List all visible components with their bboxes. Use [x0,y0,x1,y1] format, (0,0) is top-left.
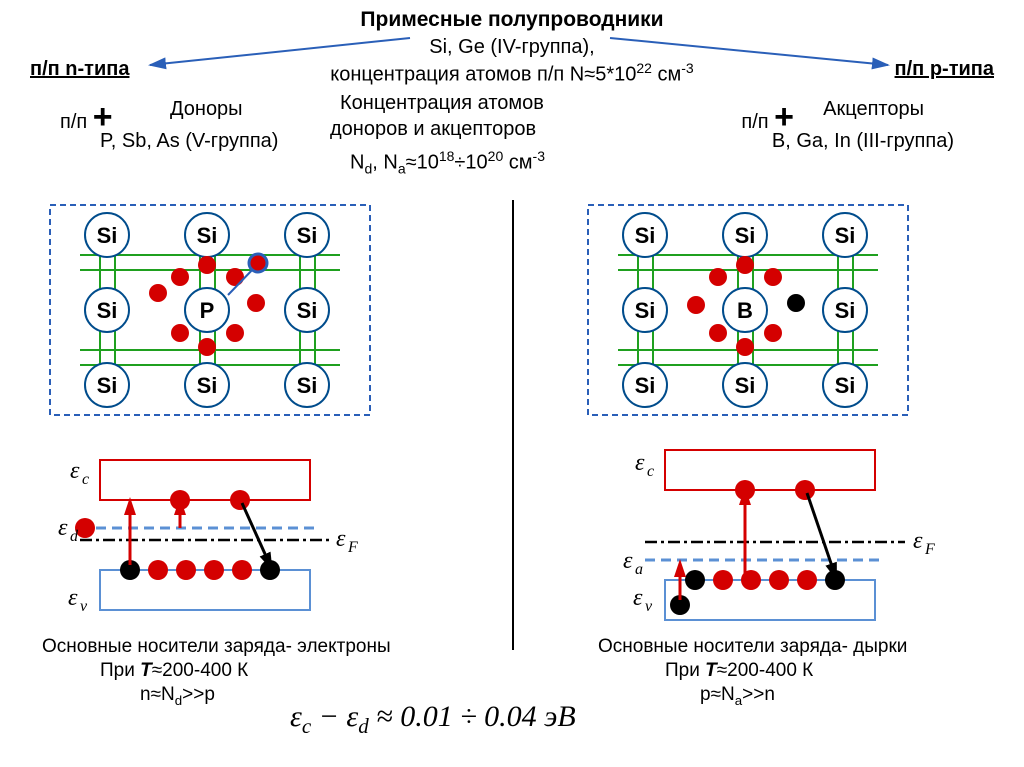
svg-text:Si: Si [97,373,118,398]
ptype-lattice: Si Si Si Si B Si Si Si Si [578,195,918,435]
ptype-energy-diagram: εc εF εa εv [595,440,955,630]
svg-text:ε: ε [70,458,80,484]
divider [511,200,515,650]
svg-text:Si: Si [297,373,318,398]
svg-text:d: d [70,528,79,545]
svg-text:ε: ε [58,515,68,541]
acceptor-elements: B, Ga, In (III-группа) [772,130,954,153]
svg-text:Si: Si [835,298,856,323]
svg-text:ε: ε [623,548,633,574]
svg-text:v: v [645,598,653,615]
ntype-lattice: Si Si Si Si P Si Si Si Si [40,195,380,435]
center-conc1: Концентрация атомов [340,92,544,115]
svg-text:ε: ε [68,585,78,611]
center-conc2: доноров и акцепторов [330,118,536,141]
svg-text:Si: Si [635,223,656,248]
svg-text:Si: Si [297,223,318,248]
center-conc3: Nd, Na≈1018÷1020 см-3 [350,148,545,177]
svg-text:Si: Si [197,223,218,248]
svg-text:Si: Si [297,298,318,323]
svg-text:Si: Si [197,373,218,398]
svg-text:ε: ε [913,528,923,554]
ntype-caption: Основные носители заряда- электроны [42,636,391,658]
svg-text:Si: Si [97,298,118,323]
svg-text:Si: Si [735,223,756,248]
donors-label: Доноры [170,98,243,121]
ntype-temp: При T≈200-400 К [100,660,248,682]
svg-text:c: c [647,463,654,480]
svg-text:ε: ε [336,526,346,552]
svg-text:F: F [347,539,358,556]
ptype-temp: При T≈200-400 К [665,660,813,682]
svg-text:Si: Si [835,373,856,398]
donor-elements: P, Sb, As (V-группа) [100,130,278,153]
energy-gap-formula: εc − εd ≈ 0.01 ÷ 0.04 эВ [290,700,576,739]
ntype-energy-diagram: εc εd εF εv [30,450,370,630]
svg-text:B: B [737,298,753,323]
svg-text:F: F [924,541,935,558]
svg-text:ε: ε [633,585,643,611]
svg-text:Si: Si [97,223,118,248]
svg-text:v: v [80,598,88,615]
svg-text:a: a [635,561,643,578]
ntype-relation: n≈Nd>>p [140,684,215,708]
svg-text:P: P [200,298,215,323]
ptype-caption: Основные носители заряда- дырки [598,636,907,658]
acceptors-label: Акцепторы [823,98,924,121]
ptype-relation: p≈Na>>n [700,684,775,708]
svg-text:c: c [82,471,89,488]
svg-text:Si: Si [735,373,756,398]
svg-text:Si: Si [635,373,656,398]
header-arrows [0,0,1024,90]
svg-text:ε: ε [635,450,645,476]
svg-text:Si: Si [635,298,656,323]
svg-text:Si: Si [835,223,856,248]
